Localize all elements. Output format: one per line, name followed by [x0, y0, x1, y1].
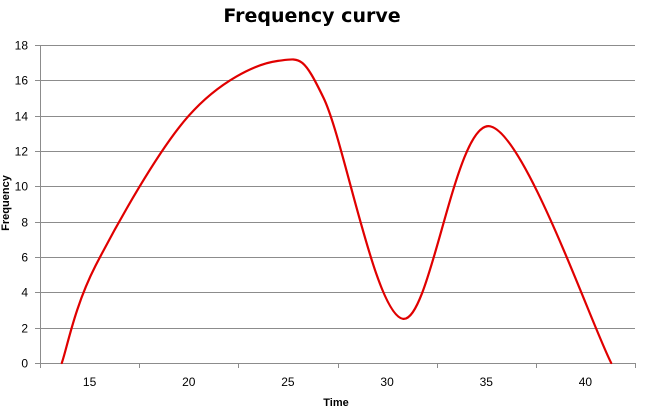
y-tick-label: 10: [15, 180, 29, 194]
axes: [35, 45, 636, 368]
y-tick-label: 2: [21, 322, 28, 336]
x-tick-label: 20: [182, 375, 196, 389]
y-tick-label: 12: [15, 145, 29, 159]
y-tick-label: 16: [15, 74, 29, 88]
series-layer: [60, 58, 613, 365]
x-tick-label: 30: [380, 375, 394, 389]
y-axis-label: Frequency: [0, 174, 12, 231]
y-tick-label: 6: [21, 251, 28, 265]
series-line: [60, 58, 613, 365]
y-tick-label: 18: [15, 39, 29, 53]
y-tick-label: 14: [15, 110, 29, 124]
chart-title: Frequency curve: [223, 5, 400, 27]
y-tick-label: 0: [21, 357, 28, 371]
x-tick-label: 35: [480, 375, 494, 389]
x-tick-label: 15: [83, 375, 97, 389]
y-tick-label: 4: [21, 286, 28, 300]
tick-labels: 0 2 4 6 8 10 12 14 16 18 15 20 25 30 35 40: [15, 39, 593, 390]
x-tick-label: 40: [579, 375, 593, 389]
x-tick-label: 25: [281, 375, 295, 389]
y-tick-label: 8: [21, 216, 28, 230]
gridlines: [40, 45, 635, 329]
x-axis-label: Time: [323, 397, 348, 409]
